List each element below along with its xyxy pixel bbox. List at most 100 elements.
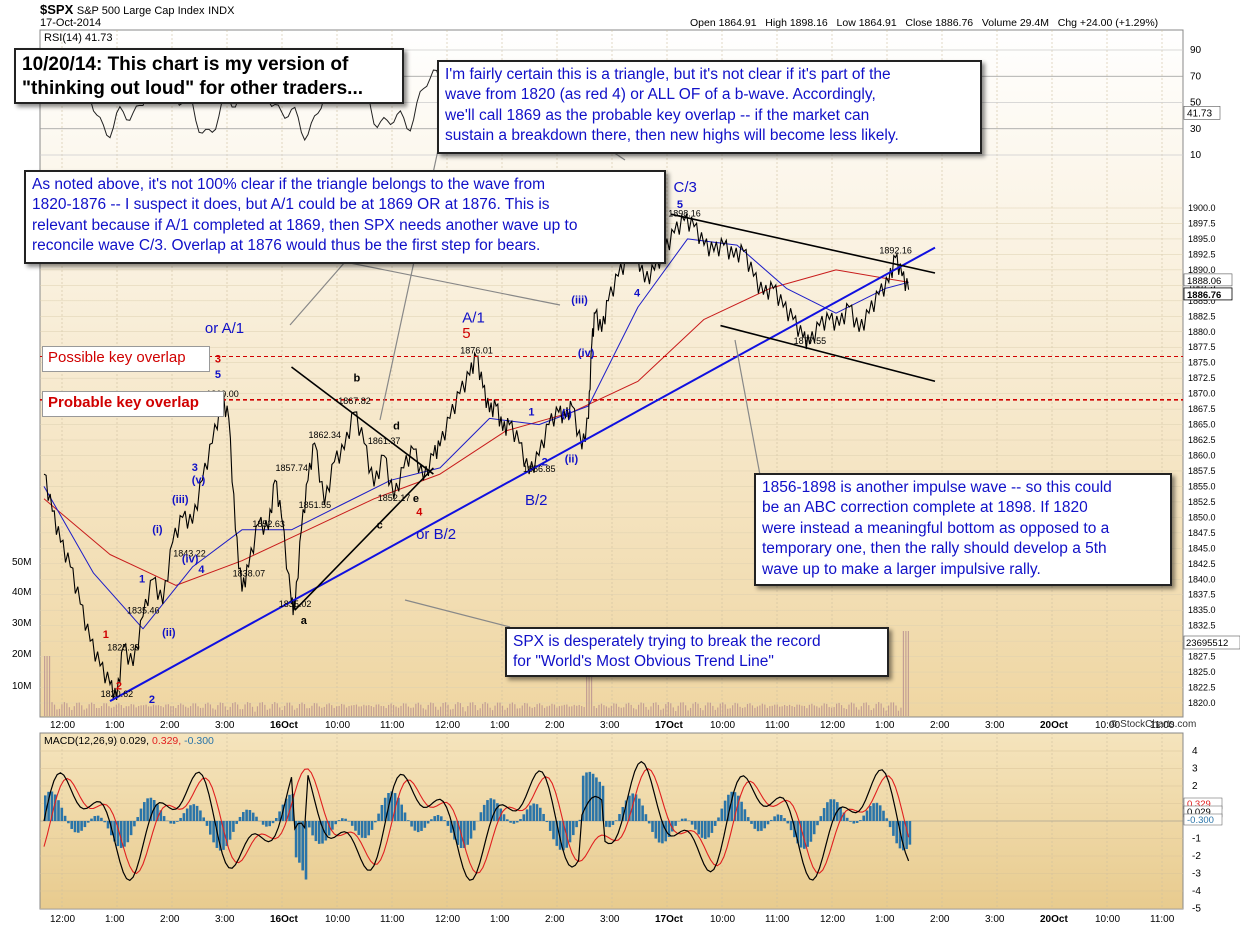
price-label: 1856.85 [523, 464, 556, 474]
volume-bar [152, 704, 155, 716]
volume-bar [140, 705, 142, 716]
volume-bar [749, 703, 751, 716]
wave-label: 4 [198, 564, 205, 576]
volume-bar [128, 706, 130, 716]
x-tick-label: 17Oct [655, 914, 683, 925]
volume-bar [182, 704, 184, 716]
volume-bar [261, 702, 263, 716]
macd-hist-bar [697, 821, 700, 835]
macd-hist-bar [786, 821, 790, 824]
volume-bar [813, 705, 815, 716]
wave-label: 3 [192, 462, 198, 474]
volume-bar [100, 706, 103, 716]
macd-hist-bar [845, 817, 849, 821]
volume-bar [202, 707, 204, 716]
macd-hist-bar [176, 821, 179, 822]
volume-bar [53, 704, 56, 716]
x-tick-label: 1:00 [490, 720, 510, 731]
price-tick-label: 1832.5 [1188, 621, 1216, 631]
macd-hist-bar [383, 797, 387, 821]
volume-bar [759, 705, 761, 716]
macd-hist-bar [278, 811, 281, 821]
trendline-line-2: for "World's Most Obvious Trend Line" [513, 653, 774, 671]
macd-hist-bar [235, 821, 238, 824]
volume-bar [165, 704, 167, 716]
volume-bar [796, 704, 798, 716]
price-tick-label: 1862.5 [1188, 435, 1216, 445]
volume-bar [548, 705, 551, 716]
volume-bar [214, 709, 216, 716]
volume-bar [709, 702, 711, 716]
wave-label: 5 [677, 199, 683, 211]
volume-bar [581, 706, 583, 716]
volume-bar [212, 708, 214, 716]
volume-bar [801, 705, 803, 716]
volume-bar [281, 710, 283, 716]
volume-bar [425, 709, 427, 716]
volume-bar [590, 656, 593, 716]
volume-bar [511, 702, 513, 716]
x-tick-label: 11:00 [380, 720, 405, 731]
macd-hist-bar [826, 802, 829, 821]
macd-hist-bar [90, 818, 93, 821]
price-label: 1898.16 [668, 208, 701, 218]
macd-hist-bar [661, 821, 664, 844]
price-tick-label: 1882.5 [1188, 311, 1216, 321]
x-tick-label: 1:00 [105, 914, 125, 925]
volume-bar [162, 707, 164, 716]
volume-bar [378, 704, 380, 716]
rsi-tick-label: 30 [1190, 124, 1202, 135]
macd-hist-bar [766, 821, 770, 825]
volume-bar [105, 703, 108, 716]
macd-hist-bar [317, 821, 321, 844]
price-line [43, 213, 910, 701]
volume-bar [328, 703, 330, 716]
volume-bar [462, 707, 464, 716]
price-label: 1857.74 [276, 463, 309, 473]
price-label: 1835.02 [279, 599, 312, 609]
macd-hist-bar [413, 821, 417, 831]
volume-bar [338, 705, 340, 716]
macd-hist-bar [248, 810, 252, 821]
macd-hist-bar [885, 818, 889, 821]
volume-bar [313, 703, 315, 716]
volume-bar [336, 706, 338, 716]
macd-hist-bar [172, 821, 176, 824]
volume-bar [675, 711, 677, 716]
noted-line-1: As noted above, it's not 100% clear if t… [32, 176, 546, 193]
macd-hist-bar [321, 821, 324, 844]
macd-hist-bar [595, 777, 598, 821]
macd-hist-bar [733, 792, 737, 821]
x-tick-label: 10:00 [1095, 720, 1120, 731]
volume-bar [123, 707, 125, 716]
volume-bar [130, 704, 132, 716]
volume-bar [642, 703, 645, 716]
volume-bar [791, 706, 793, 716]
volume-bar [192, 703, 194, 716]
macd-hist-bar [47, 791, 50, 821]
volume-bar [318, 706, 320, 716]
volume-bar [63, 702, 65, 716]
volume-bar [764, 704, 766, 716]
wave-label: (iii) [571, 294, 588, 306]
volume-bar [803, 705, 806, 716]
volume-bar [539, 703, 541, 716]
volume-bar [360, 706, 362, 716]
volume-bar [477, 710, 479, 716]
wave-label: 3 [215, 354, 221, 366]
macd-hist-bar [136, 817, 139, 821]
volume-bar [56, 709, 58, 716]
x-tick-label: 2:00 [545, 720, 565, 731]
triangle-line-3: we'll call 1869 as the probable key over… [445, 106, 870, 124]
macd-hist-bar [509, 821, 512, 823]
macd-hist-bar [301, 821, 304, 871]
macd-hist-bar [720, 808, 724, 821]
macd-hist-bar [423, 821, 427, 828]
x-tick-label: 3:00 [215, 720, 235, 731]
volume-bar [385, 708, 387, 716]
volume-bar [628, 702, 630, 716]
macd-hist-bar [862, 815, 865, 821]
volume-bar [254, 711, 256, 716]
x-tick-label: 3:00 [600, 914, 620, 925]
volume-bar [194, 703, 197, 716]
